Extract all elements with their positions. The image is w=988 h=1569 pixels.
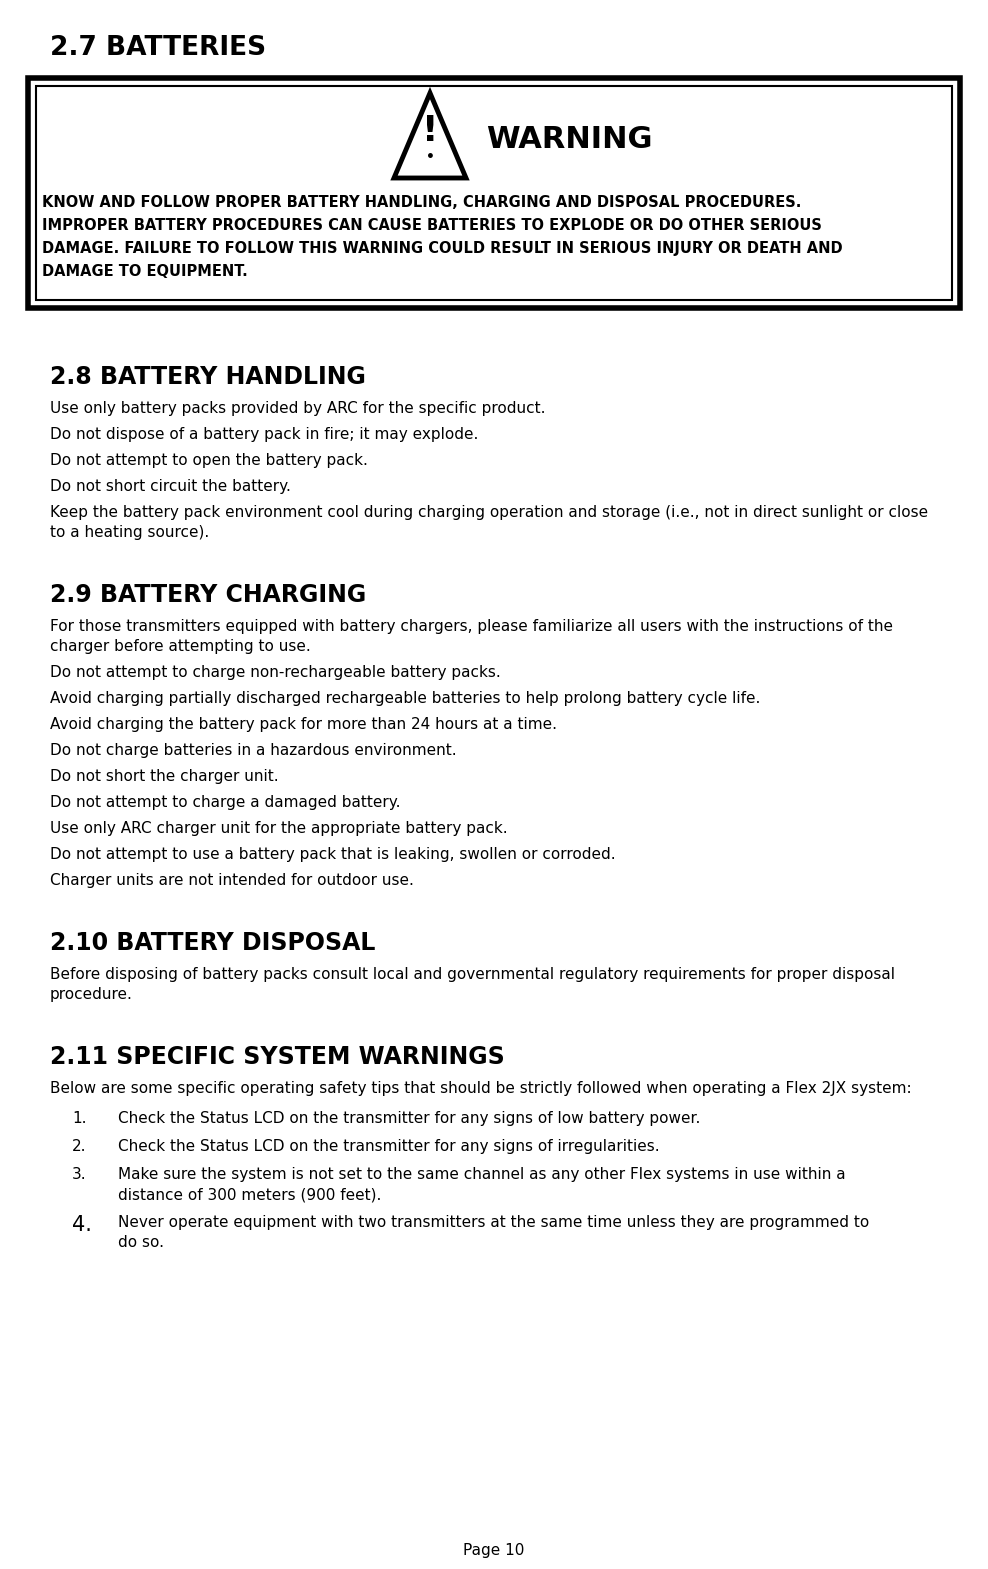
Text: !: !: [422, 115, 439, 147]
Text: Use only ARC charger unit for the appropriate battery pack.: Use only ARC charger unit for the approp…: [50, 821, 508, 836]
Text: distance of 300 meters (900 feet).: distance of 300 meters (900 feet).: [118, 1188, 381, 1202]
Text: Keep the battery pack environment cool during charging operation and storage (i.: Keep the battery pack environment cool d…: [50, 505, 928, 519]
Text: Do not attempt to charge non-rechargeable battery packs.: Do not attempt to charge non-rechargeabl…: [50, 665, 501, 679]
Text: Page 10: Page 10: [463, 1542, 525, 1558]
Text: Never operate equipment with two transmitters at the same time unless they are p: Never operate equipment with two transmi…: [118, 1214, 869, 1230]
Text: 1.: 1.: [72, 1111, 87, 1127]
Text: KNOW AND FOLLOW PROPER BATTERY HANDLING, CHARGING AND DISPOSAL PROCEDURES.: KNOW AND FOLLOW PROPER BATTERY HANDLING,…: [42, 195, 801, 210]
Text: 3.: 3.: [72, 1167, 87, 1181]
Text: Do not short the charger unit.: Do not short the charger unit.: [50, 769, 279, 784]
Text: 4.: 4.: [72, 1214, 92, 1235]
Text: to a heating source).: to a heating source).: [50, 526, 209, 540]
Text: procedure.: procedure.: [50, 987, 132, 1003]
Text: 2.10 BATTERY DISPOSAL: 2.10 BATTERY DISPOSAL: [50, 930, 375, 956]
Text: do so.: do so.: [118, 1235, 164, 1250]
Text: WARNING: WARNING: [486, 126, 652, 154]
Text: Check the Status LCD on the transmitter for any signs of irregularities.: Check the Status LCD on the transmitter …: [118, 1139, 660, 1155]
Text: Do not dispose of a battery pack in fire; it may explode.: Do not dispose of a battery pack in fire…: [50, 427, 478, 442]
Text: For those transmitters equipped with battery chargers, please familiarize all us: For those transmitters equipped with bat…: [50, 620, 893, 634]
Text: •: •: [426, 149, 435, 163]
Text: 2.9 BATTERY CHARGING: 2.9 BATTERY CHARGING: [50, 584, 367, 607]
Text: Do not attempt to charge a damaged battery.: Do not attempt to charge a damaged batte…: [50, 795, 400, 810]
Text: DAMAGE. FAILURE TO FOLLOW THIS WARNING COULD RESULT IN SERIOUS INJURY OR DEATH A: DAMAGE. FAILURE TO FOLLOW THIS WARNING C…: [42, 242, 843, 256]
Bar: [28, 78, 960, 308]
Text: Below are some specific operating safety tips that should be strictly followed w: Below are some specific operating safety…: [50, 1081, 912, 1097]
Text: 2.7 BATTERIES: 2.7 BATTERIES: [50, 35, 266, 61]
Text: Avoid charging partially discharged rechargeable batteries to help prolong batte: Avoid charging partially discharged rech…: [50, 690, 761, 706]
Text: Do not short circuit the battery.: Do not short circuit the battery.: [50, 479, 290, 494]
Text: charger before attempting to use.: charger before attempting to use.: [50, 639, 311, 654]
Text: 2.: 2.: [72, 1139, 87, 1155]
Text: 2.8 BATTERY HANDLING: 2.8 BATTERY HANDLING: [50, 366, 366, 389]
Text: Before disposing of battery packs consult local and governmental regulatory requ: Before disposing of battery packs consul…: [50, 967, 895, 982]
Text: Do not attempt to open the battery pack.: Do not attempt to open the battery pack.: [50, 453, 368, 468]
Text: Charger units are not intended for outdoor use.: Charger units are not intended for outdo…: [50, 872, 414, 888]
Text: Check the Status LCD on the transmitter for any signs of low battery power.: Check the Status LCD on the transmitter …: [118, 1111, 700, 1127]
Text: IMPROPER BATTERY PROCEDURES CAN CAUSE BATTERIES TO EXPLODE OR DO OTHER SERIOUS: IMPROPER BATTERY PROCEDURES CAN CAUSE BA…: [42, 218, 822, 234]
Text: 2.11 SPECIFIC SYSTEM WARNINGS: 2.11 SPECIFIC SYSTEM WARNINGS: [50, 1045, 505, 1068]
Text: Avoid charging the battery pack for more than 24 hours at a time.: Avoid charging the battery pack for more…: [50, 717, 557, 733]
Text: DAMAGE TO EQUIPMENT.: DAMAGE TO EQUIPMENT.: [42, 264, 248, 279]
Text: Use only battery packs provided by ARC for the specific product.: Use only battery packs provided by ARC f…: [50, 402, 545, 416]
Text: Make sure the system is not set to the same channel as any other Flex systems in: Make sure the system is not set to the s…: [118, 1167, 846, 1181]
Bar: [36, 86, 952, 300]
Text: Do not charge batteries in a hazardous environment.: Do not charge batteries in a hazardous e…: [50, 744, 456, 758]
Text: Do not attempt to use a battery pack that is leaking, swollen or corroded.: Do not attempt to use a battery pack tha…: [50, 847, 616, 861]
